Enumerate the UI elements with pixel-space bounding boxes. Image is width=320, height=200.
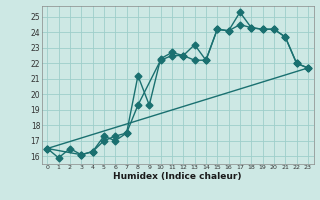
X-axis label: Humidex (Indice chaleur): Humidex (Indice chaleur): [113, 172, 242, 181]
